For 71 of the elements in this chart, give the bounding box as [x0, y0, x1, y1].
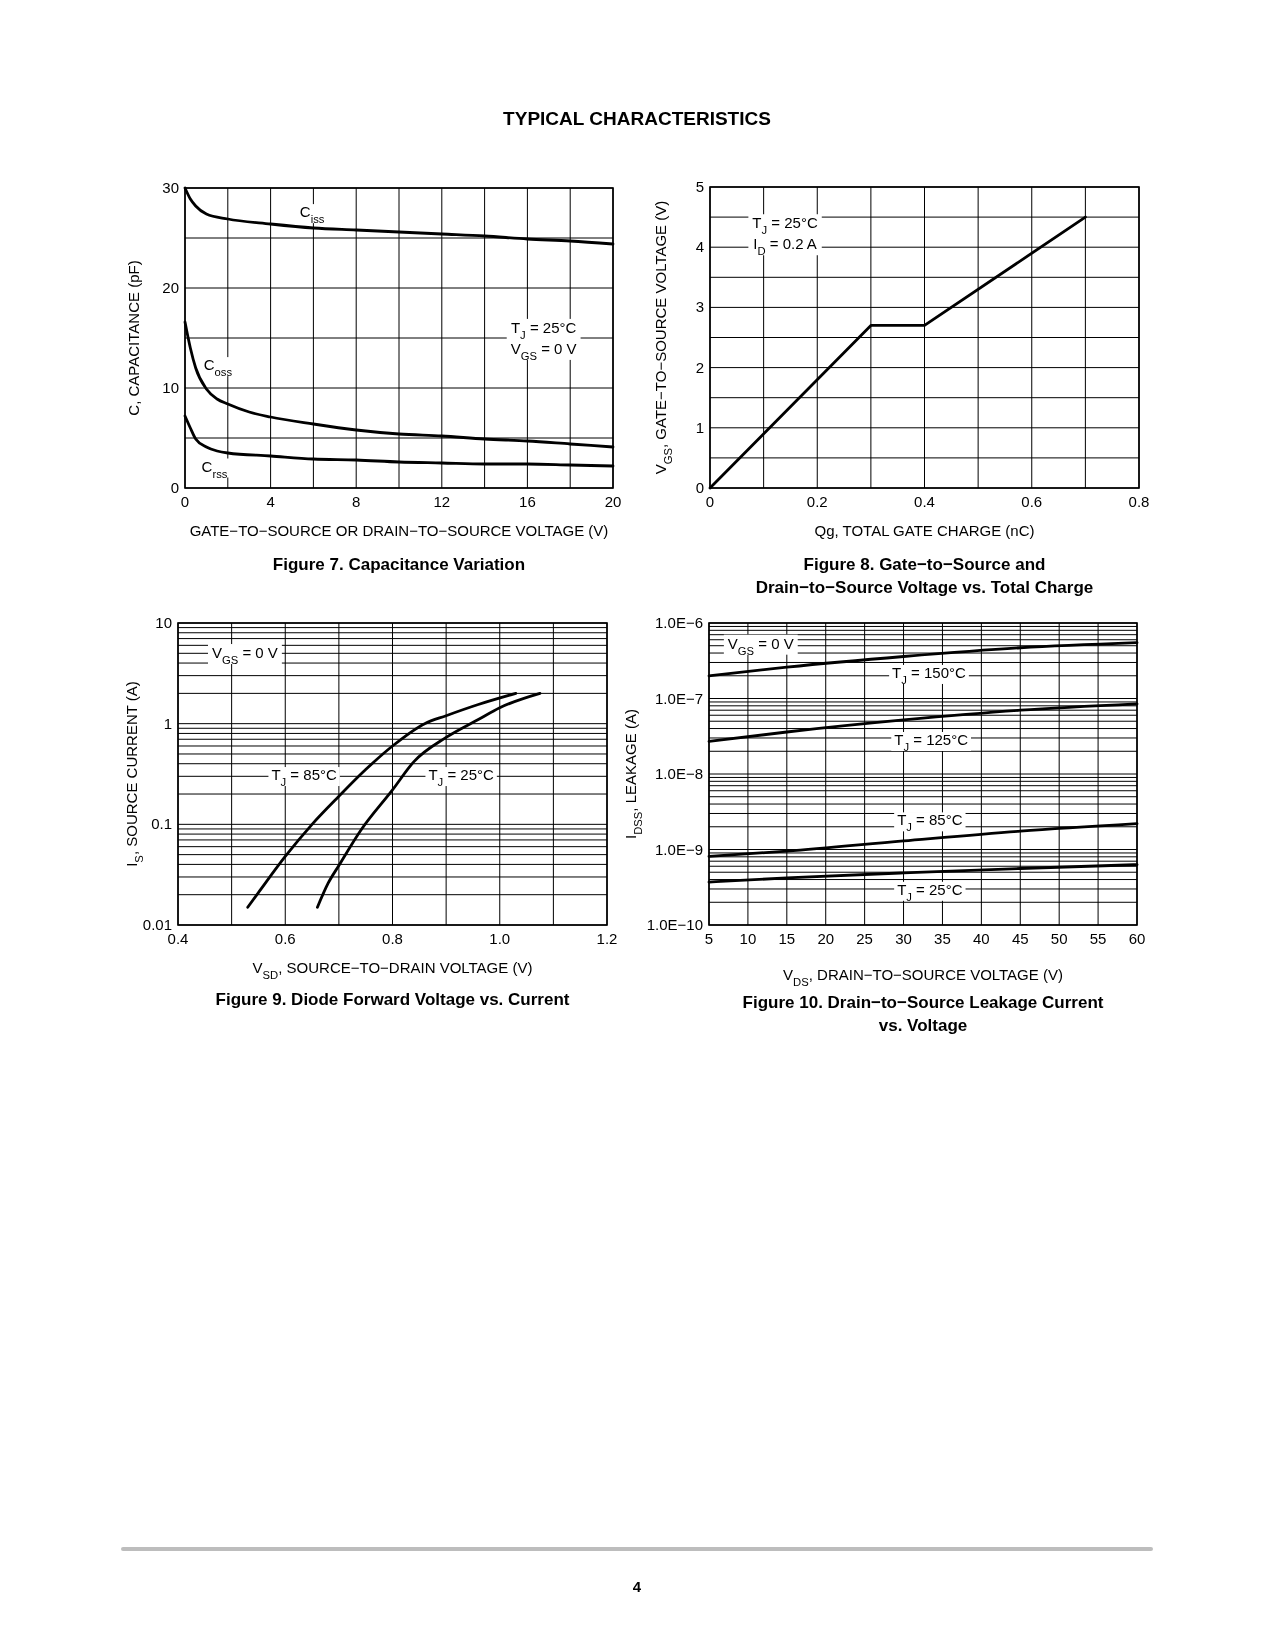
y-tick-label: 5	[695, 178, 704, 195]
x-tick-label: 1.0	[489, 930, 511, 947]
x-tick-label: 0.4	[914, 493, 935, 510]
x-tick-label: 1.2	[596, 930, 618, 947]
x-tick-label: 60	[1128, 930, 1146, 947]
series-label: T$_{J}$ = 150°C	[892, 663, 967, 686]
x-axis-title: Qg, TOTAL GATE CHARGE (nC)	[814, 522, 1035, 539]
series-label: T$_{J}$ = 85°C	[271, 766, 337, 789]
x-tick-label: 10	[739, 930, 757, 947]
y-tick-label: 0	[170, 479, 179, 496]
y-axis-title: C, CAPACITANCE (pF)	[125, 260, 142, 416]
annotation: V$_{GS}$ = 0 V	[727, 634, 794, 657]
y-tick-label: 3	[695, 298, 704, 316]
x-tick-label: 55	[1089, 930, 1107, 947]
y-tick-label: 1.0E−9	[655, 840, 703, 858]
y-tick-label: 4	[695, 238, 704, 256]
annotation: T$_{J}$ = 25°C	[752, 214, 818, 237]
annotation: V$_{GS}$ = 0 V	[510, 339, 577, 362]
y-tick-label: 0.1	[151, 815, 172, 833]
series-label: C$_{oss}$	[203, 356, 233, 379]
y-tick-label: 1	[163, 714, 172, 732]
text: 4	[632, 1578, 642, 1595]
x-tick-label: 30	[895, 930, 912, 947]
x-axis-title: GATE−TO−SOURCE OR DRAIN−TO−SOURCE VOLTAGE (V)	[189, 522, 609, 539]
series-label: T$_{J}$ = 25°C	[897, 880, 963, 903]
y-tick-label: 10	[162, 379, 179, 396]
series-label: T$_{J}$ = 125°C	[894, 731, 969, 754]
y-tick-label: 30	[162, 179, 179, 196]
y-tick-label: 1.0E−10	[646, 916, 703, 933]
y-tick-label: 0	[695, 479, 704, 496]
annotation: T$_{J}$ = 25°C	[510, 318, 577, 341]
y-tick-label: 0.01	[142, 916, 172, 933]
y-tick-label: 10	[155, 614, 172, 631]
x-tick-label: 16	[519, 493, 536, 510]
y-tick-label: 1.0E−8	[655, 765, 703, 782]
y-tick-label: 2	[695, 358, 704, 376]
x-tick-label: 35	[934, 930, 951, 947]
x-tick-label: 0.6	[1021, 493, 1043, 510]
x-tick-label: 50	[1050, 930, 1068, 947]
x-tick-label: 0.8	[382, 930, 403, 947]
text: Figure 7. Capacitance Variation	[272, 555, 526, 574]
series-label: C$_{iss}$	[299, 203, 325, 226]
x-tick-label: 0.2	[806, 493, 828, 510]
x-axis-title: V$_{DS}$, DRAIN−TO−SOURCE VOLTAGE (V)	[783, 966, 1063, 988]
x-tick-label: 20	[604, 493, 622, 510]
x-tick-label: 8	[352, 493, 361, 510]
text: Figure 10. Drain−to−Source Leakage Current vs. Voltage	[742, 993, 1104, 1035]
x-tick-label: 15	[778, 930, 796, 947]
text: Figure 8. Gate−to−Source and Drain−to−Source Voltage vs. Total Charge	[755, 555, 1094, 597]
annotation: V$_{GS}$ = 0 V	[211, 644, 278, 667]
x-tick-label: 25	[856, 930, 873, 947]
series-label: T$_{J}$ = 85°C	[897, 811, 963, 834]
annotation: I$_{D}$ = 0.2 A	[753, 235, 817, 258]
x-tick-label: 45	[1011, 930, 1029, 947]
x-tick-label: 0	[180, 493, 190, 510]
y-tick-label: 1.0E−6	[655, 614, 703, 631]
x-tick-label: 12	[433, 493, 451, 510]
x-tick-label: 4	[266, 493, 275, 510]
y-tick-label: 20	[162, 279, 179, 296]
x-tick-label: 0.6	[274, 930, 296, 947]
series-label: T$_{J}$ = 25°C	[428, 766, 494, 789]
x-tick-label: 0.4	[167, 930, 189, 947]
y-tick-label: 1.0E−7	[655, 689, 703, 707]
text: TYPICAL CHARACTERISTICS	[503, 108, 771, 129]
x-tick-label: 0.8	[1128, 493, 1150, 510]
x-tick-label: 20	[817, 930, 835, 947]
x-axis-title: V$_{SD}$, SOURCE−TO−DRAIN VOLTAGE (V)	[252, 959, 533, 981]
x-tick-label: 40	[973, 930, 990, 947]
y-tick-label: 1	[695, 418, 704, 436]
series-label: C$_{rss}$	[201, 457, 228, 480]
text: Figure 9. Diode Forward Voltage vs. Current	[215, 990, 570, 1009]
